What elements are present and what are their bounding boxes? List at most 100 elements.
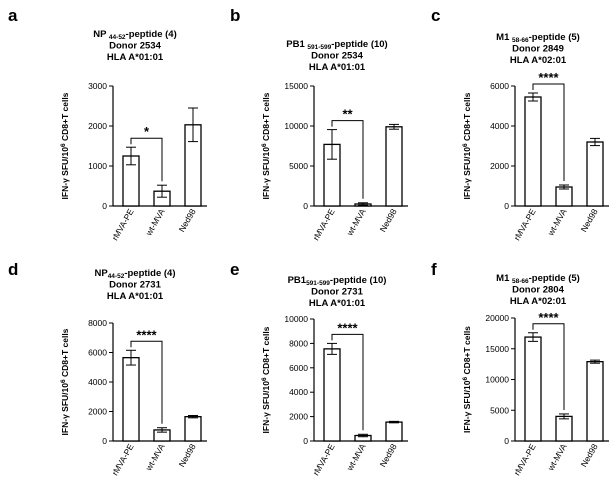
y-axis-label-text: CD8+T cells	[462, 326, 472, 377]
significance-bracket	[331, 120, 364, 199]
title-segment: HLA A*01:01	[107, 52, 164, 63]
y-axis-label-text: IFN-γ SFU/10	[60, 147, 70, 200]
y-tick-label: 0	[102, 201, 107, 211]
title-segment: -peptide (10)	[331, 39, 387, 50]
title-segment: 44-52	[108, 273, 125, 280]
category-label: wt-MVA	[143, 207, 167, 238]
y-axis-label: IFN-γ SFU/106 CD8+T cells	[261, 92, 271, 199]
title-segment: 58-66	[512, 37, 529, 44]
y-tick-label: 10000	[284, 121, 308, 131]
title-segment: NP	[94, 268, 108, 279]
y-tick-label: 20000	[485, 313, 509, 323]
y-tick-label: 4000	[490, 121, 509, 131]
panel-title-line: NP 44-52-peptide (4)	[93, 29, 177, 41]
y-tick-label: 2000	[289, 412, 308, 422]
category-label: wt-MVA	[344, 442, 368, 473]
y-axis-label-sup: 6	[462, 143, 469, 147]
panel-title-line: Donor 2534	[311, 51, 363, 62]
y-axis-label-text: CD8+T cells	[261, 92, 271, 143]
category-label: wt-MVA	[545, 442, 569, 473]
y-axis-label: IFN-γ SFU/106 CD8+T cells	[60, 328, 70, 435]
significance-label: ****	[538, 310, 559, 325]
panel-title-line: PB1 591-599-peptide (10)	[286, 39, 387, 51]
panel-letter: f	[431, 260, 437, 279]
bar	[385, 421, 403, 442]
title-segment: -peptide (10)	[330, 275, 386, 286]
panel-title-line: Donor 2731	[109, 280, 161, 291]
panel-title-line: Donor 2804	[512, 285, 564, 296]
y-tick-label: 6000	[88, 348, 107, 358]
significance-bracket	[331, 333, 364, 431]
title-segment: HLA A*02:01	[510, 296, 567, 307]
title-segment: HLA A*01:01	[309, 62, 366, 73]
significance-label: ****	[538, 70, 559, 85]
y-tick-label: 5000	[490, 405, 509, 415]
y-tick-label: 2000	[88, 121, 107, 131]
significance-label: **	[342, 107, 353, 122]
panel-title-line: Donor 2849	[512, 44, 564, 55]
y-axis-label-text: IFN-γ SFU/10	[462, 147, 472, 200]
category-label: Ned98	[579, 207, 600, 234]
panel-title-line: M1 58-66-peptide (5)	[496, 32, 580, 44]
category-label: rMVA-PE	[110, 207, 136, 242]
category-label: wt-MVA	[344, 207, 368, 238]
title-segment: M1	[496, 32, 512, 43]
title-segment: 591-599	[306, 280, 330, 287]
y-axis-label-text: CD8+T cells	[60, 328, 70, 379]
bar	[385, 126, 403, 207]
y-axis-label: IFN-γ SFU/106 CD8+T cells	[462, 92, 472, 199]
y-tick-label: 15000	[485, 344, 509, 354]
title-segment: -peptide (4)	[126, 29, 177, 40]
category-label: Ned98	[378, 442, 399, 469]
bar	[555, 186, 573, 207]
title-segment: Donor 2731	[109, 280, 161, 291]
y-tick-label: 0	[303, 436, 308, 446]
y-tick-label: 0	[303, 201, 308, 211]
y-tick-label: 10000	[284, 314, 308, 324]
category-label: rMVA-PE	[512, 442, 538, 477]
bar	[524, 96, 542, 207]
title-segment: Donor 2534	[311, 51, 363, 62]
title-segment: PB1	[288, 275, 307, 286]
panel-title-line: M1 58-66-peptide (5)	[496, 273, 580, 285]
y-tick-label: 0	[504, 201, 509, 211]
category-label: Ned98	[177, 442, 198, 469]
significance-bracket	[130, 137, 163, 182]
y-axis-label-sup: 6	[261, 377, 268, 381]
title-segment: PB1	[286, 39, 307, 50]
category-label: rMVA-PE	[311, 207, 337, 242]
bar	[586, 141, 604, 207]
title-segment: Donor 2534	[109, 41, 161, 52]
panel-letter: e	[230, 260, 239, 279]
title-segment: 58-66	[512, 278, 529, 285]
title-segment: -peptide (5)	[529, 273, 580, 284]
y-tick-label: 6000	[490, 81, 509, 91]
y-tick-label: 4000	[289, 387, 308, 397]
y-axis-label-text: IFN-γ SFU/10	[261, 381, 271, 434]
panel-title-line: Donor 2731	[311, 287, 363, 298]
y-axis-label-sup: 6	[60, 143, 67, 147]
panel-letter: a	[8, 6, 18, 25]
significance-label: ****	[337, 320, 358, 335]
title-segment: 44-52	[109, 34, 126, 41]
y-tick-label: 3000	[88, 81, 107, 91]
panel-letter: b	[230, 6, 240, 25]
title-segment: Donor 2804	[512, 285, 564, 296]
bar	[122, 357, 140, 442]
title-segment: -peptide (5)	[529, 32, 580, 43]
bar	[184, 416, 202, 442]
title-segment: HLA A*02:01	[510, 55, 567, 66]
y-axis-label-text: IFN-γ SFU/10	[60, 383, 70, 436]
panel-letter: c	[431, 6, 440, 25]
category-label: rMVA-PE	[110, 442, 136, 477]
category-label: Ned98	[579, 442, 600, 469]
significance-bracket	[130, 340, 163, 424]
y-tick-label: 6000	[289, 363, 308, 373]
category-label: wt-MVA	[545, 207, 569, 238]
